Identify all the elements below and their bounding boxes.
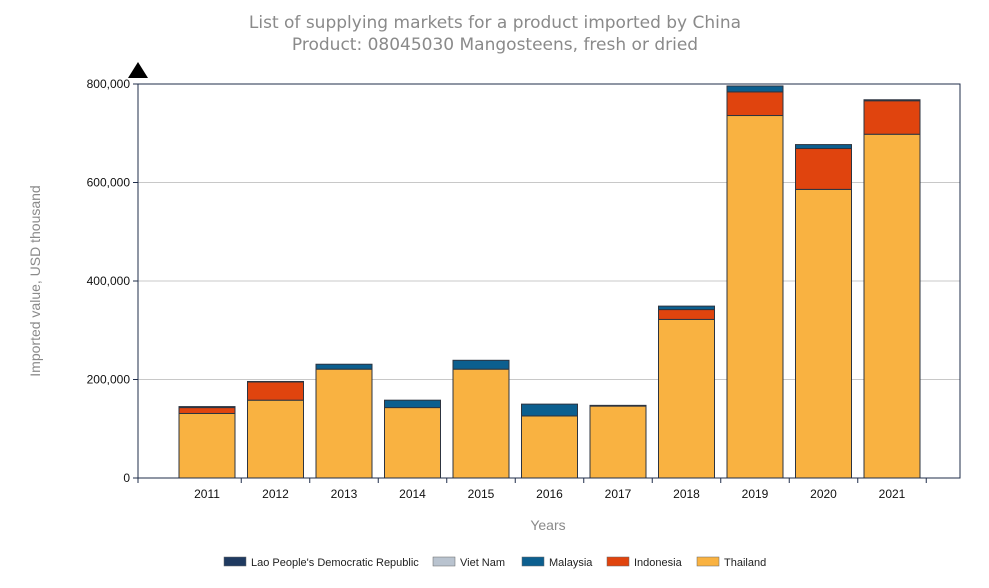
legend-item: Thailand [696, 556, 766, 569]
legend-label: Viet Nam [460, 557, 505, 569]
x-tick-label: 2019 [742, 487, 769, 501]
x-tick-label: 2013 [331, 487, 358, 501]
bar-segment-thailand [521, 415, 578, 479]
legend-label: Lao People's Democratic Republic [251, 557, 419, 569]
y-axis-arrow [128, 62, 148, 78]
bar-segment-indonesia [863, 100, 921, 135]
y-tick-label: 200,000 [87, 373, 131, 387]
chart-title: List of supplying markets for a product … [249, 13, 741, 33]
legend-item: Lao People's Democratic Republic [223, 556, 419, 569]
bar-segment-lao-people-s-democratic-republic [178, 406, 236, 409]
bar-segment-thailand [452, 368, 510, 479]
y-axis-label: Imported value, USD thousand [27, 185, 43, 376]
bar-segment-malaysia [452, 359, 510, 370]
y-tick-label: 400,000 [87, 274, 131, 288]
x-axis-label: Years [530, 517, 565, 533]
legend-label: Thailand [724, 557, 766, 569]
bar-segment-indonesia [658, 309, 715, 320]
legend-swatch [432, 556, 456, 567]
x-tick-label: 2014 [399, 487, 426, 501]
bar-segment-thailand [315, 368, 373, 479]
chart-subtitle: Product: 08045030 Mangosteens, fresh or … [292, 35, 698, 55]
x-tick-label: 2016 [536, 487, 563, 501]
bar-segment-indonesia [795, 148, 852, 190]
bar-segment-thailand [589, 405, 647, 479]
bar-segment-indonesia [247, 381, 304, 401]
bar-segment-thailand [384, 407, 441, 479]
bar-segment-thailand [863, 133, 921, 479]
x-tick-label: 2011 [194, 487, 220, 501]
bar-segment-thailand [247, 399, 304, 479]
bar-segment-thailand [795, 188, 852, 479]
bar-segment-malaysia [795, 144, 852, 150]
x-tick-label: 2012 [262, 487, 289, 501]
bar-segment-indonesia [726, 91, 784, 117]
bar-segment-malaysia [726, 85, 784, 93]
bar-segment-thailand [726, 115, 784, 479]
bar-segment-malaysia [521, 403, 578, 417]
legend-swatch [223, 556, 247, 567]
x-tick-label: 2018 [673, 487, 700, 501]
legend: Lao People's Democratic Republic Viet Nam… [223, 556, 766, 569]
bar-segment-malaysia [315, 363, 373, 370]
y-tick-label: 600,000 [87, 176, 131, 190]
bar-segment-indonesia [178, 407, 236, 414]
bar-segment-thailand [658, 318, 715, 479]
bar-segment-thailand [178, 412, 236, 479]
legend-item: Malaysia [521, 556, 593, 569]
legend-item: Viet Nam [432, 556, 505, 569]
y-tick-label: 0 [123, 471, 130, 485]
axes: 0 200,000 400,000 600,000 800,000 2011 2012 201… [87, 62, 961, 501]
legend-label: Indonesia [634, 557, 683, 569]
y-tick-label: 800,000 [87, 77, 131, 91]
legend-swatch [696, 556, 720, 567]
bar-segment-malaysia [384, 399, 441, 409]
plot-frame [137, 83, 961, 479]
bar-segment-lao-people-s-democratic-republic [863, 99, 921, 102]
x-tick-label: 2020 [810, 487, 837, 501]
legend-item: Indonesia [606, 556, 683, 569]
bars [178, 85, 921, 479]
x-tick-label: 2017 [605, 487, 632, 501]
legend-swatch [606, 556, 630, 567]
legend-label: Malaysia [549, 557, 593, 569]
x-tick-label: 2015 [468, 487, 495, 501]
x-tick-label: 2021 [879, 487, 906, 501]
legend-swatch [521, 556, 545, 567]
bar-segment-malaysia [658, 305, 715, 311]
bar-segment-lao-people-s-democratic-republic [589, 404, 647, 407]
